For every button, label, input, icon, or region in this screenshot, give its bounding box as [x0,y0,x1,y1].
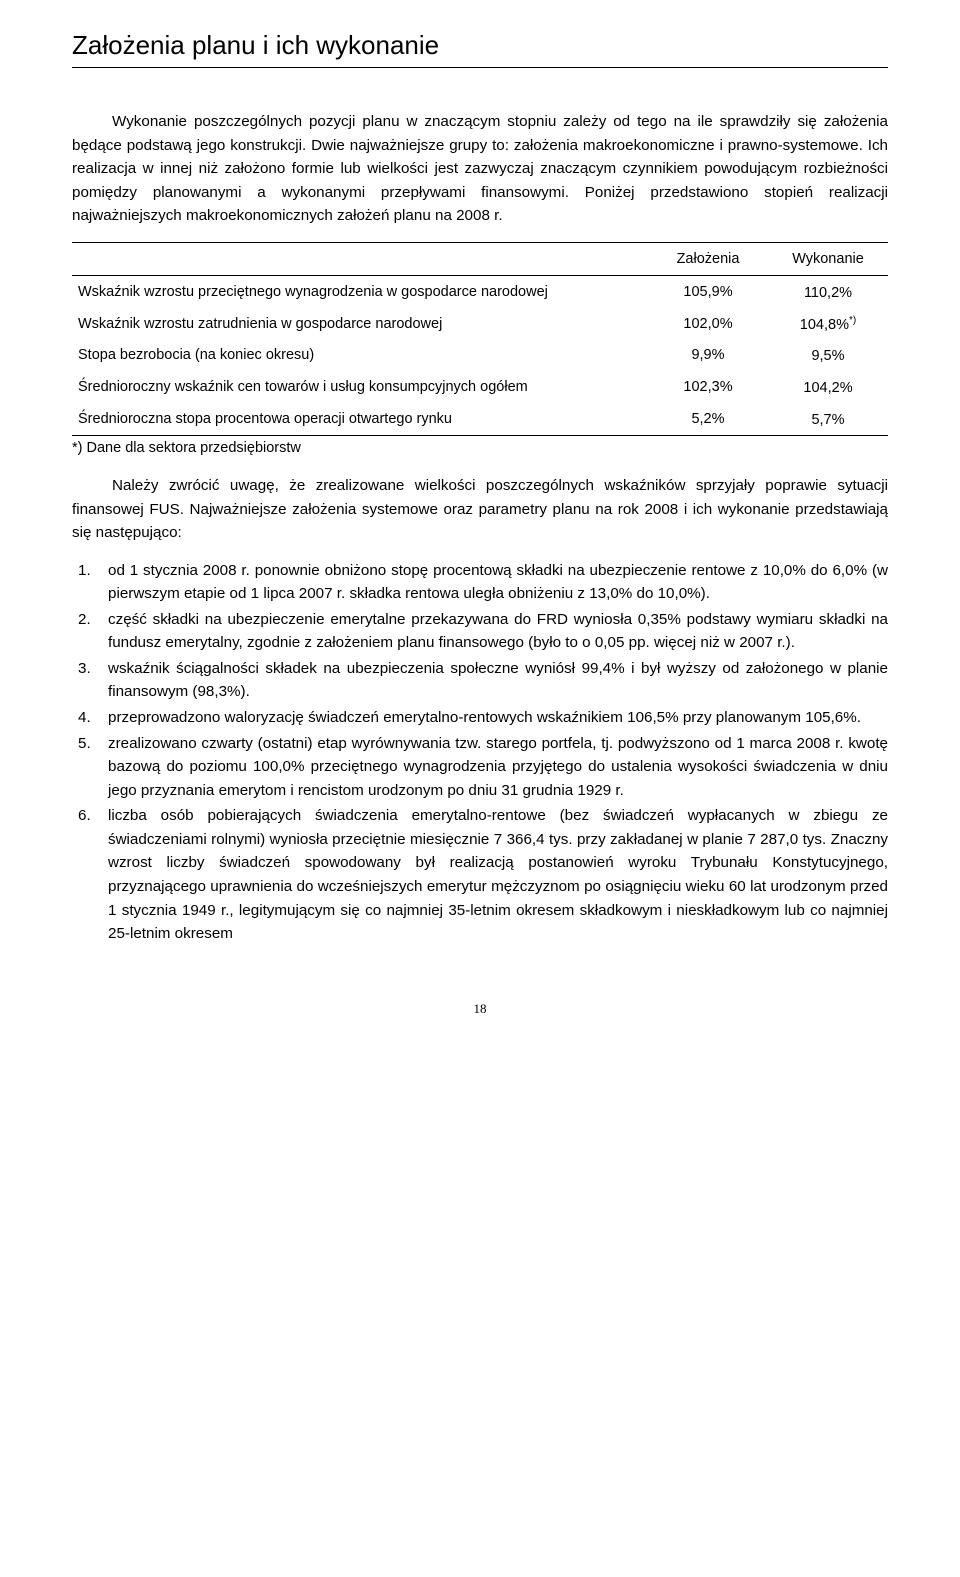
row-execution: 104,8%*) [768,308,888,340]
table-row: Stopa bezrobocia (na koniec okresu) 9,9%… [72,339,888,371]
page-number: 18 [72,1001,888,1017]
row-label: Średnioroczna stopa procentowa operacji … [72,403,648,435]
table-row: Średnioroczna stopa procentowa operacji … [72,403,888,435]
intro-paragraph: Wykonanie poszczególnych pozycji planu w… [72,110,888,228]
list-item: od 1 stycznia 2008 r. ponownie obniżono … [108,559,888,606]
row-assumption: 5,2% [648,403,768,435]
page-heading: Założenia planu i ich wykonanie [72,30,888,68]
table-row: Wskaźnik wzrostu zatrudnienia w gospodar… [72,308,888,340]
table-header-row: Założenia Wykonanie [72,242,888,275]
col-header-execution: Wykonanie [768,242,888,275]
row-assumption: 102,3% [648,371,768,403]
list-item: zrealizowano czwarty (ostatni) etap wyró… [108,732,888,803]
row-label: Wskaźnik wzrostu zatrudnienia w gospodar… [72,308,648,340]
numbered-list: od 1 stycznia 2008 r. ponownie obniżono … [72,559,888,946]
table-row: Średnioroczny wskaźnik cen towarów i usł… [72,371,888,403]
list-item: wskaźnik ściągalności składek na ubezpie… [108,657,888,704]
list-item: część składki na ubezpieczenie emerytaln… [108,608,888,655]
row-execution: 104,2% [768,371,888,403]
row-assumption: 102,0% [648,308,768,340]
indicators-table: Założenia Wykonanie Wskaźnik wzrostu prz… [72,242,888,436]
row-execution: 110,2% [768,275,888,307]
row-execution: 5,7% [768,403,888,435]
row-assumption: 105,9% [648,275,768,307]
row-execution: 9,5% [768,339,888,371]
table-footnote: *) Dane dla sektora przedsiębiorstw [72,440,888,456]
col-header-assumptions: Założenia [648,242,768,275]
row-label: Średnioroczny wskaźnik cen towarów i usł… [72,371,648,403]
table-row: Wskaźnik wzrostu przeciętnego wynagrodze… [72,275,888,307]
row-label: Wskaźnik wzrostu przeciętnego wynagrodze… [72,275,648,307]
followup-paragraph: Należy zwrócić uwagę, że zrealizowane wi… [72,474,888,545]
row-label: Stopa bezrobocia (na koniec okresu) [72,339,648,371]
row-assumption: 9,9% [648,339,768,371]
list-item: przeprowadzono waloryzację świadczeń eme… [108,706,888,730]
table-body: Wskaźnik wzrostu przeciętnego wynagrodze… [72,275,888,435]
list-item: liczba osób pobierających świadczenia em… [108,804,888,945]
col-header-empty [72,242,648,275]
